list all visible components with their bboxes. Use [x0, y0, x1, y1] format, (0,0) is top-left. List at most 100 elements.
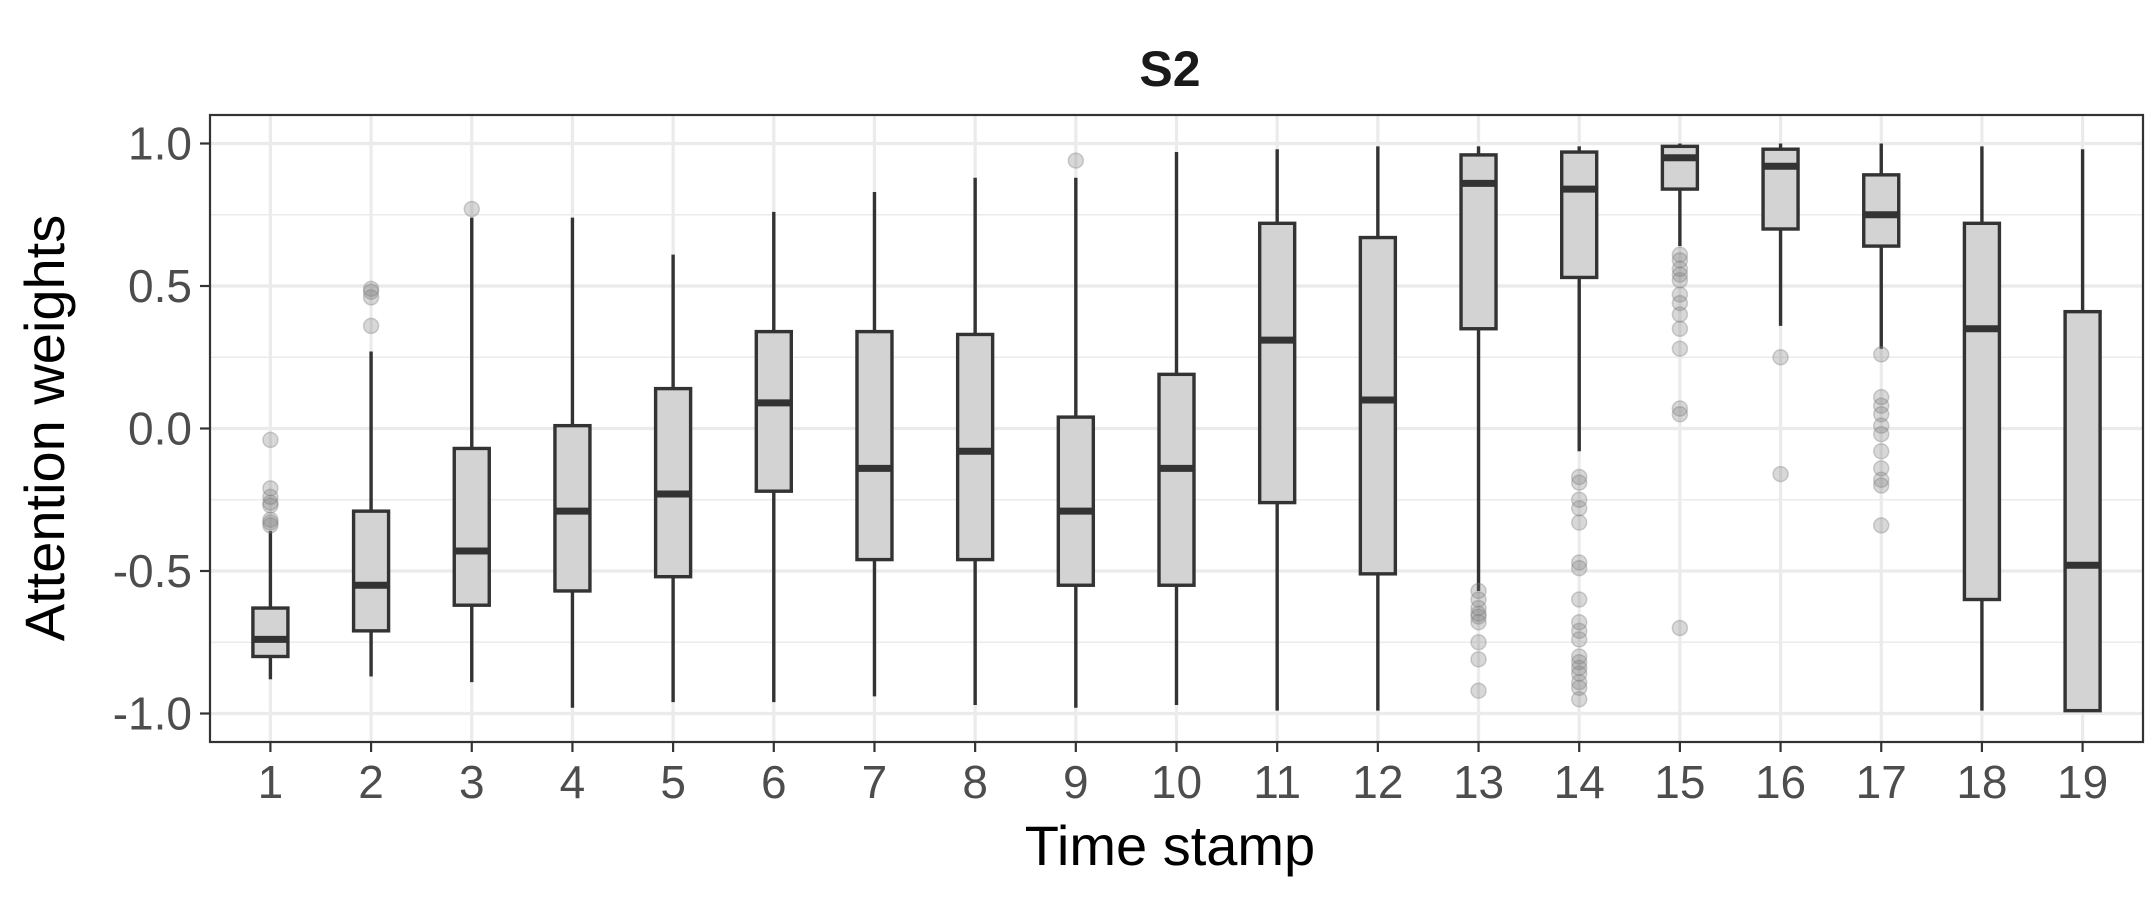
outlier-point	[362, 317, 380, 335]
box-iqr	[1560, 150, 1599, 280]
outlier-point	[262, 517, 279, 534]
x-tick-label: 2	[358, 756, 384, 808]
y-tick-label: -0.5	[113, 545, 192, 597]
outlier-point	[1671, 266, 1689, 283]
y-tick-label: -1.0	[113, 688, 192, 740]
outlier-point	[1671, 619, 1689, 637]
outlier-point	[1671, 252, 1689, 269]
outlier-point	[1772, 465, 1789, 483]
box-iqr	[1056, 415, 1096, 587]
outlier-point	[1671, 340, 1689, 357]
outlier-point	[262, 494, 279, 511]
box-iqr	[1358, 235, 1398, 576]
outlier-point	[1570, 631, 1588, 648]
outlier-point	[262, 480, 279, 497]
outlier-point	[1872, 477, 1890, 494]
outlier-point	[1671, 406, 1689, 423]
outlier-point	[1570, 559, 1588, 577]
outlier-point	[1772, 349, 1789, 366]
outlier-point	[262, 488, 279, 506]
outlier-point	[1570, 474, 1588, 491]
box-15	[1660, 143, 1700, 637]
outlier-point	[362, 280, 380, 298]
outlier-point	[1470, 682, 1487, 699]
outlier-point	[1671, 246, 1689, 263]
outlier-point	[1671, 294, 1689, 312]
box-iqr	[1862, 173, 1901, 248]
outlier-point	[362, 283, 380, 300]
box-2	[351, 280, 391, 677]
box-12	[1358, 146, 1398, 711]
chart-title: S2	[1139, 41, 1200, 97]
outlier-point	[1570, 591, 1588, 608]
box-11	[1257, 149, 1297, 711]
outlier-point	[262, 511, 279, 528]
box-iqr	[2063, 309, 2102, 713]
box-9	[1056, 152, 1096, 708]
x-tick-label: 4	[560, 756, 586, 808]
box-4	[553, 217, 592, 708]
outlier-point	[1470, 605, 1487, 622]
outlier-point	[1570, 659, 1588, 677]
outlier-point	[1671, 272, 1689, 289]
outlier-point	[1872, 517, 1890, 534]
outlier-point	[1872, 346, 1890, 363]
outlier-point	[1872, 425, 1890, 443]
outlier-point	[1570, 614, 1588, 631]
outlier-point	[1570, 691, 1588, 708]
x-tick-label: 6	[761, 756, 787, 808]
outlier-point	[1570, 665, 1588, 682]
outlier-point	[1872, 471, 1890, 489]
x-tick-label: 19	[2057, 756, 2108, 808]
outlier-point	[1470, 651, 1487, 668]
x-tick-label: 5	[660, 756, 686, 808]
x-tick-label: 18	[1956, 756, 2007, 808]
x-tick-label: 11	[1253, 756, 1301, 808]
x-tick-label: 17	[1856, 756, 1907, 808]
outlier-point	[1872, 460, 1890, 477]
outlier-point	[1470, 582, 1487, 600]
outlier-point	[262, 514, 279, 531]
box-17	[1862, 143, 1901, 534]
outlier-point	[1671, 306, 1689, 323]
box-iqr	[855, 329, 894, 562]
outlier-point	[1067, 152, 1085, 169]
outlier-point	[1872, 388, 1890, 406]
box-5	[653, 254, 693, 703]
y-tick-label: 1.0	[128, 118, 192, 170]
outlier-point	[1872, 406, 1890, 423]
box-iqr	[1257, 221, 1297, 505]
box-3	[452, 200, 491, 683]
outlier-point	[1570, 491, 1588, 508]
x-axis-title: Time stamp	[1025, 814, 1315, 877]
outlier-point	[1671, 260, 1689, 278]
outlier-point	[1570, 653, 1588, 671]
x-tick-label: 14	[1554, 756, 1605, 808]
outlier-point	[262, 431, 279, 449]
outlier-point	[1570, 500, 1588, 517]
box-8	[955, 177, 995, 705]
x-tick-label: 10	[1151, 756, 1202, 808]
outlier-point	[1570, 622, 1588, 640]
box-layer	[251, 143, 2102, 713]
box-18	[1962, 146, 2002, 711]
outlier-point	[1570, 514, 1588, 531]
outlier-point	[1570, 679, 1588, 697]
outlier-point	[1470, 634, 1487, 651]
outlier-point	[1570, 648, 1588, 665]
box-iqr	[351, 509, 391, 633]
box-14	[1560, 146, 1599, 708]
outlier-point	[1872, 417, 1890, 434]
outlier-point	[1671, 320, 1689, 337]
x-tick-label: 9	[1063, 756, 1089, 808]
outlier-point	[1671, 400, 1689, 417]
box-19	[2063, 149, 2102, 713]
box-iqr	[452, 446, 491, 607]
box-10	[1157, 152, 1196, 705]
x-tick-label: 13	[1453, 756, 1504, 808]
box-13	[1459, 146, 1498, 699]
box-iqr	[955, 332, 995, 562]
x-tick-label: 7	[862, 756, 888, 808]
box-iqr	[1962, 221, 2002, 602]
